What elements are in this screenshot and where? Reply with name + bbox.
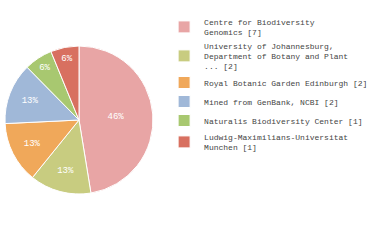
svg-text:6%: 6%: [39, 63, 50, 73]
svg-text:Mined from GenBank, NCBI [2]: Mined from GenBank, NCBI [2]: [204, 98, 338, 107]
svg-text:46%: 46%: [108, 112, 125, 122]
svg-text:University of Johannesburg,Dep: University of Johannesburg,Department of…: [204, 42, 348, 72]
svg-text:6%: 6%: [61, 54, 72, 64]
svg-text:Ludwig-Maximilians-Universitat: Ludwig-Maximilians-UniversitatMunchen [1…: [204, 133, 348, 152]
svg-text:Royal Botanic Garden Edinburgh: Royal Botanic Garden Edinburgh [2]: [204, 79, 367, 88]
svg-text:Centre for BiodiversityGenomic: Centre for BiodiversityGenomics [7]: [204, 18, 315, 37]
svg-text:13%: 13%: [24, 139, 41, 149]
svg-text:Naturalis Biodiversity Center: Naturalis Biodiversity Center [1]: [204, 117, 362, 126]
svg-text:13%: 13%: [22, 96, 39, 106]
svg-text:13%: 13%: [57, 166, 74, 176]
